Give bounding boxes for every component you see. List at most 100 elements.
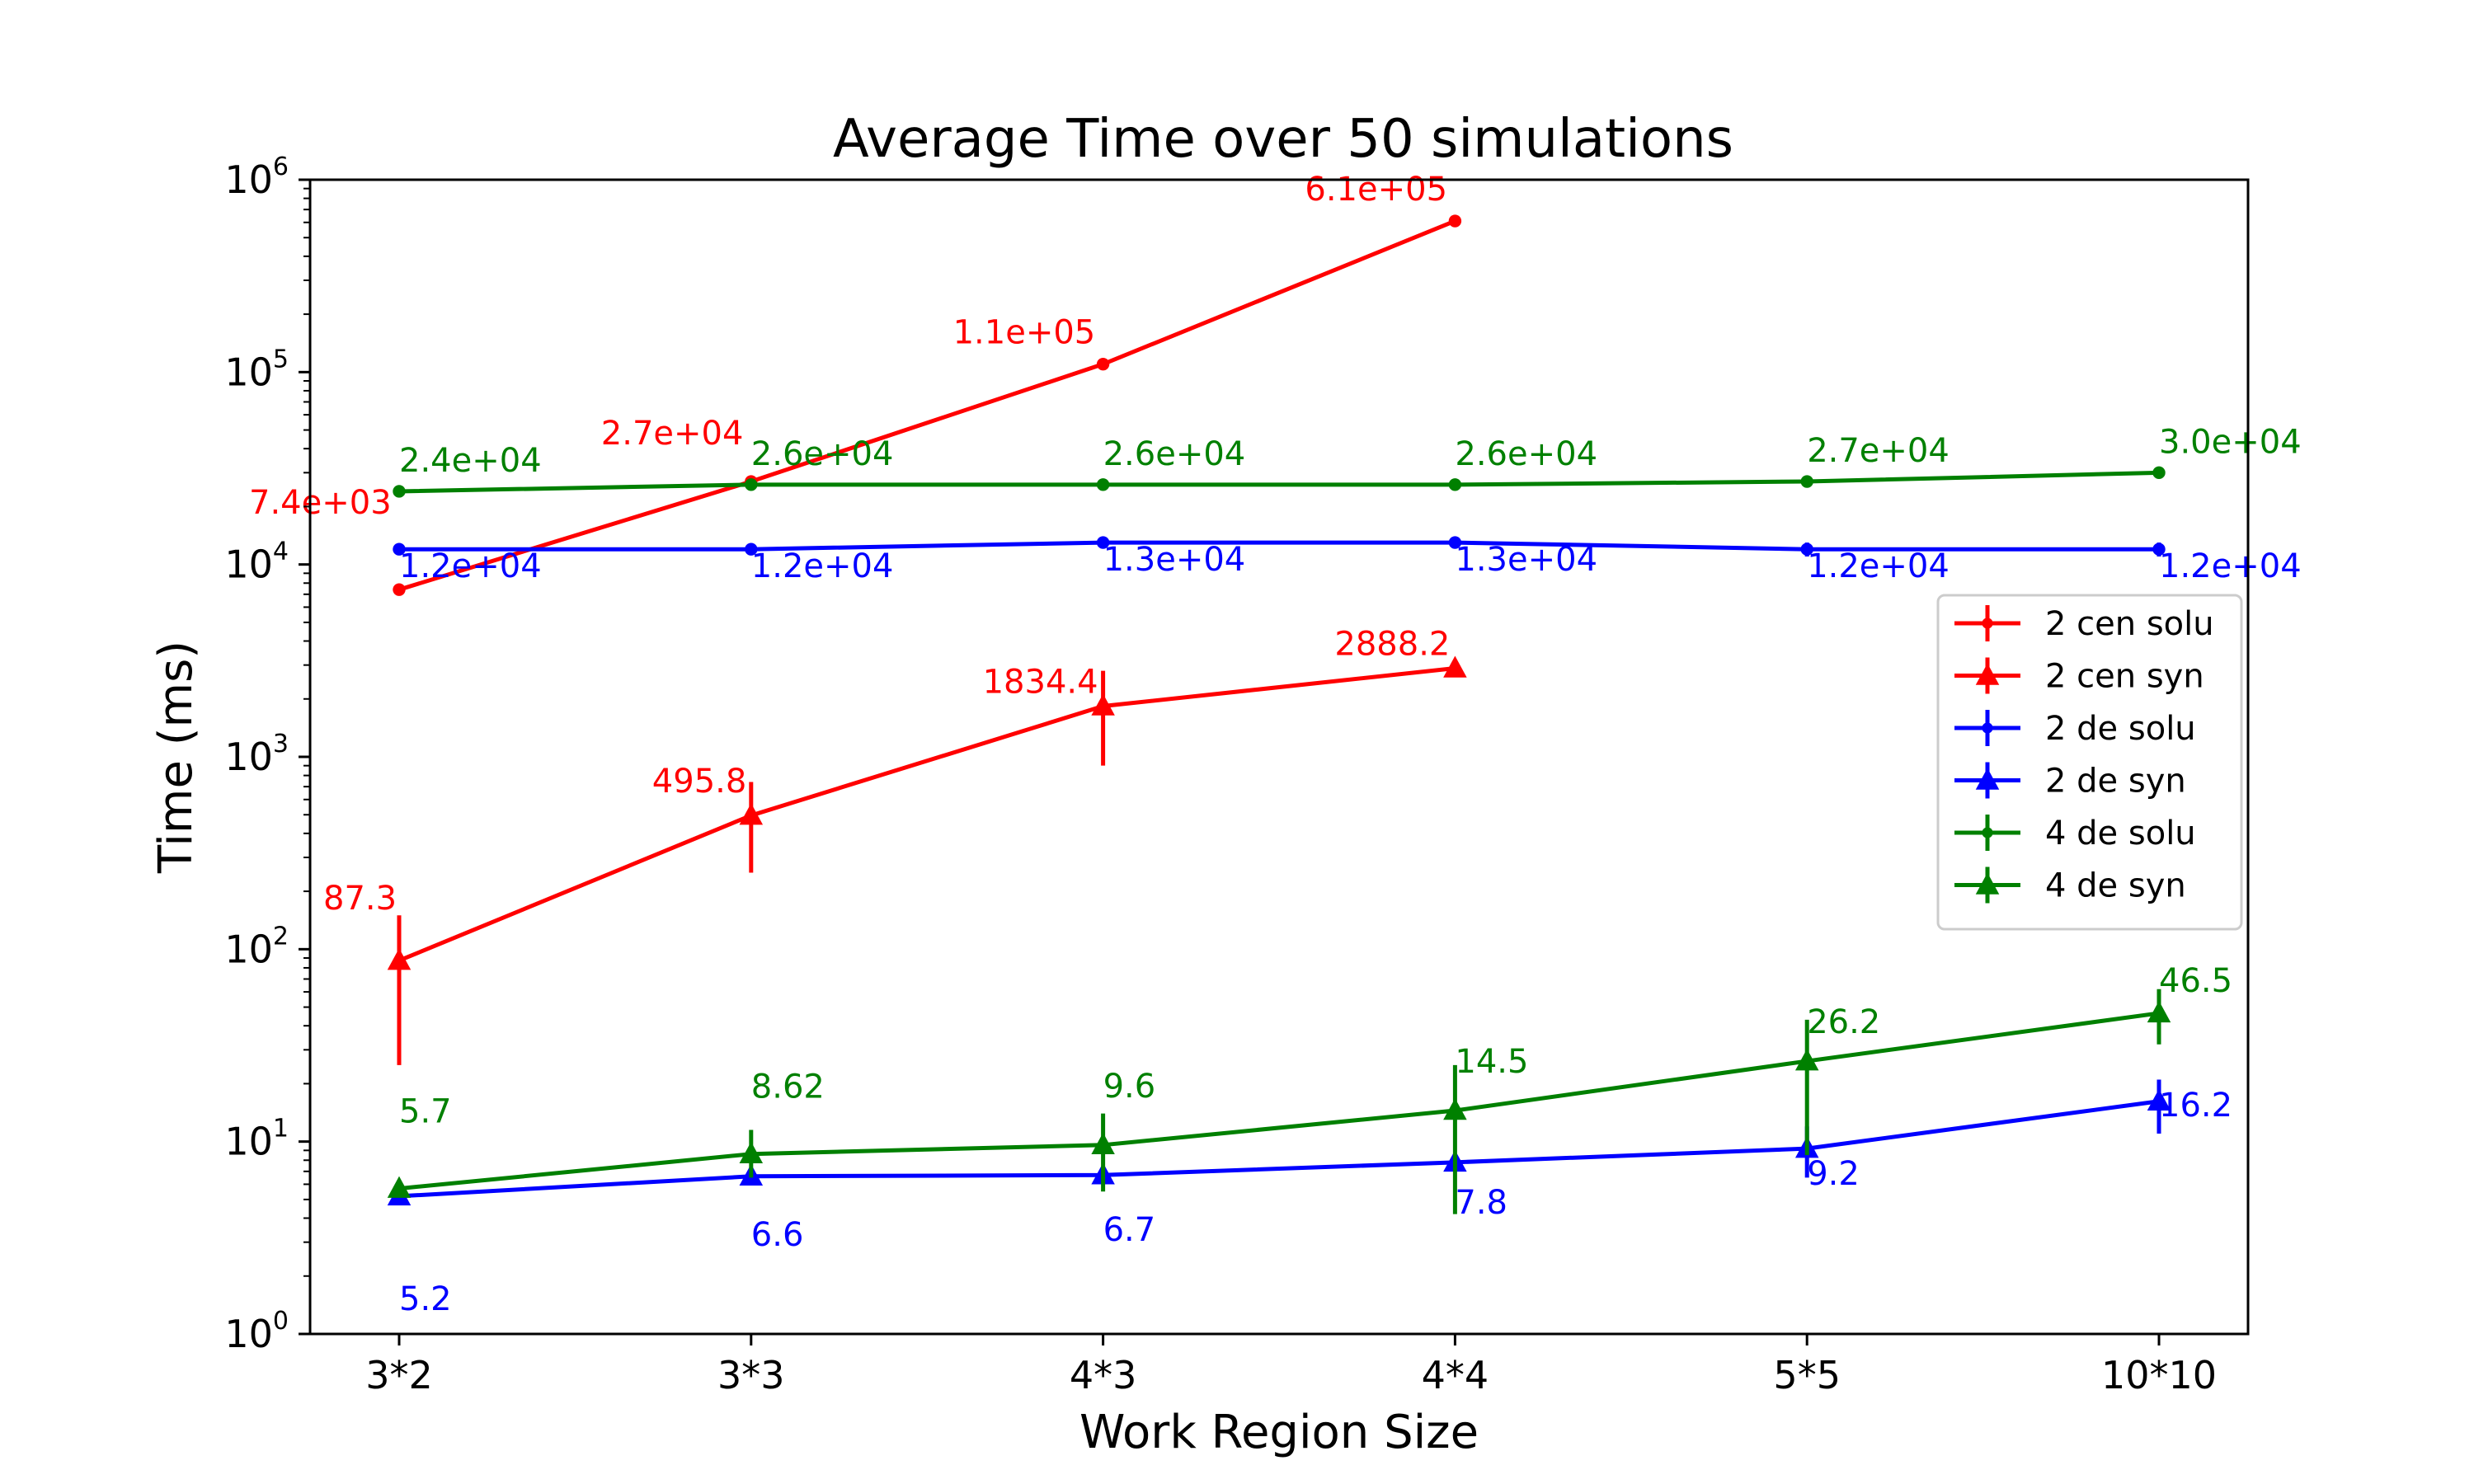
- data-point: [387, 948, 412, 970]
- data-label: 1.3e+04: [1455, 541, 1597, 579]
- data-label: 1.2e+04: [1807, 547, 1950, 585]
- x-axis-title: Work Region Size: [1079, 1406, 1479, 1459]
- data-label: 3.0e+04: [2159, 423, 2302, 461]
- legend-item: 2 cen solu: [1954, 605, 2214, 643]
- x-tick-label: 4*4: [1422, 1353, 1489, 1397]
- data-label: 26.2: [1807, 1003, 1880, 1041]
- data-label: 5.7: [399, 1093, 452, 1131]
- data-label: 1.2e+04: [751, 547, 894, 585]
- legend: 2 cen solu 2 cen syn 2 de solu 2 de syn 4 de…: [1936, 594, 2243, 931]
- series-line: [398, 1011, 2160, 1191]
- data-label: 2.7e+04: [1807, 432, 1950, 470]
- data-point: [745, 542, 758, 556]
- data-point: [1443, 655, 1467, 678]
- data-label: 2.6e+04: [751, 435, 894, 473]
- data-label: 1834.4: [983, 664, 1098, 702]
- data-point: [1443, 1098, 1467, 1120]
- data-point: [393, 583, 406, 596]
- series-line: [398, 218, 1456, 592]
- data-point: [1096, 357, 1110, 371]
- data-label: 1.2e+04: [399, 547, 542, 585]
- legend-item: 4 de syn: [1954, 866, 2186, 905]
- x-tick-label: 4*3: [1070, 1353, 1137, 1397]
- data-point: [1448, 536, 1462, 549]
- data-point: [739, 1141, 764, 1163]
- x-tick-label: 3*2: [365, 1353, 433, 1397]
- legend-marker: [1982, 827, 1993, 838]
- data-label: 7.8: [1455, 1184, 1507, 1222]
- legend-marker: [1982, 618, 1993, 629]
- data-point: [393, 485, 406, 498]
- series-line: [399, 540, 2159, 552]
- legend-item: 2 de syn: [1954, 762, 2186, 801]
- data-point: [387, 1176, 412, 1198]
- y-axis: 100 101 102 103 104 105 106: [224, 153, 310, 1356]
- legend-label: 4 de solu: [2045, 815, 2196, 852]
- x-tick-label: 10*10: [2101, 1353, 2217, 1397]
- legend-label: 2 cen solu: [2045, 605, 2214, 643]
- data-label: 2.7e+04: [601, 415, 744, 453]
- x-tick-label: 5*5: [1773, 1353, 1841, 1397]
- data-point: [2152, 542, 2166, 556]
- series-line: [398, 666, 1456, 963]
- y-tick-label: 100: [224, 1307, 289, 1356]
- data-point: [393, 542, 406, 556]
- data-point: [1448, 478, 1462, 491]
- y-tick-label: 103: [224, 730, 289, 779]
- data-label: 7.4e+03: [249, 484, 392, 522]
- series-2-cen-syn: 87.3 495.8 1834.4 2888.2: [323, 626, 1467, 1065]
- data-point: [1096, 536, 1110, 549]
- data-point: [739, 803, 764, 825]
- legend-item: 2 de solu: [1954, 710, 2196, 748]
- data-label: 14.5: [1455, 1043, 1528, 1081]
- series-4-de-solu: 2.4e+04 2.6e+04 2.6e+04 2.6e+04 2.7e+04 3.0e+…: [393, 423, 2302, 498]
- y-tick-label: 106: [224, 153, 289, 202]
- plot-area: 7.4e+03 2.7e+04 1.1e+05 6.1e+05 87.3 495.8 183…: [249, 171, 2302, 1318]
- data-point: [2147, 1088, 2171, 1111]
- y-tick-label: 101: [224, 1115, 289, 1164]
- legend-label: 4 de syn: [2045, 867, 2186, 905]
- legend-marker: [1975, 768, 2000, 790]
- legend-item: 2 cen syn: [1954, 657, 2204, 696]
- data-point: [1800, 542, 1813, 556]
- data-label: 6.6: [751, 1216, 804, 1254]
- series-line: [398, 1099, 2160, 1199]
- data-label: 87.3: [323, 880, 397, 918]
- y-tick-label: 104: [224, 538, 289, 587]
- x-axis: 3*2 3*3 4*3 4*4 5*5 10*10: [365, 1334, 2217, 1397]
- series-2-de-solu: 1.2e+04 1.2e+04 1.3e+04 1.3e+04 1.2e+04 1.2e+…: [393, 536, 2302, 585]
- chart-title: Average Time over 50 simulations: [833, 109, 1733, 170]
- legend-box: [1936, 594, 2243, 931]
- legend-label: 2 de solu: [2045, 710, 2196, 748]
- data-point: [2152, 466, 2166, 480]
- legend-marker: [1982, 722, 1993, 734]
- data-point: [2147, 1000, 2171, 1023]
- data-label: 9.6: [1103, 1068, 1156, 1106]
- data-label: 6.1e+05: [1305, 171, 1447, 209]
- data-label: 5.2: [399, 1280, 452, 1318]
- data-label: 495.8: [652, 763, 747, 801]
- data-label: 16.2: [2159, 1087, 2232, 1125]
- data-label: 1.3e+04: [1103, 541, 1246, 579]
- data-point: [1448, 214, 1462, 228]
- data-point: [1091, 693, 1115, 716]
- data-label: 8.62: [751, 1068, 825, 1106]
- data-label: 6.7: [1103, 1211, 1156, 1249]
- data-label: 9.2: [1807, 1155, 1860, 1193]
- legend-label: 2 de syn: [2045, 763, 2186, 801]
- data-label: 1.2e+04: [2159, 547, 2302, 585]
- legend-label: 2 cen syn: [2045, 658, 2204, 696]
- data-point: [1091, 1132, 1115, 1155]
- data-label: 2888.2: [1334, 626, 1450, 664]
- series-4-de-syn: 5.7 8.62 9.6 14.5 26.2 46.5: [387, 962, 2232, 1214]
- series-2-cen-solu: 7.4e+03 2.7e+04 1.1e+05 6.1e+05: [249, 171, 1462, 596]
- data-label: 2.6e+04: [1103, 435, 1246, 473]
- data-label: 1.1e+05: [953, 314, 1096, 352]
- series-line: [398, 470, 2160, 494]
- data-label: 2.6e+04: [1455, 435, 1597, 473]
- data-label: 46.5: [2159, 962, 2232, 1000]
- data-point: [1794, 1049, 1819, 1071]
- series-2-de-syn: 5.2 6.6 6.7 7.8 9.2 16.2: [387, 1079, 2232, 1318]
- data-point: [1800, 475, 1813, 488]
